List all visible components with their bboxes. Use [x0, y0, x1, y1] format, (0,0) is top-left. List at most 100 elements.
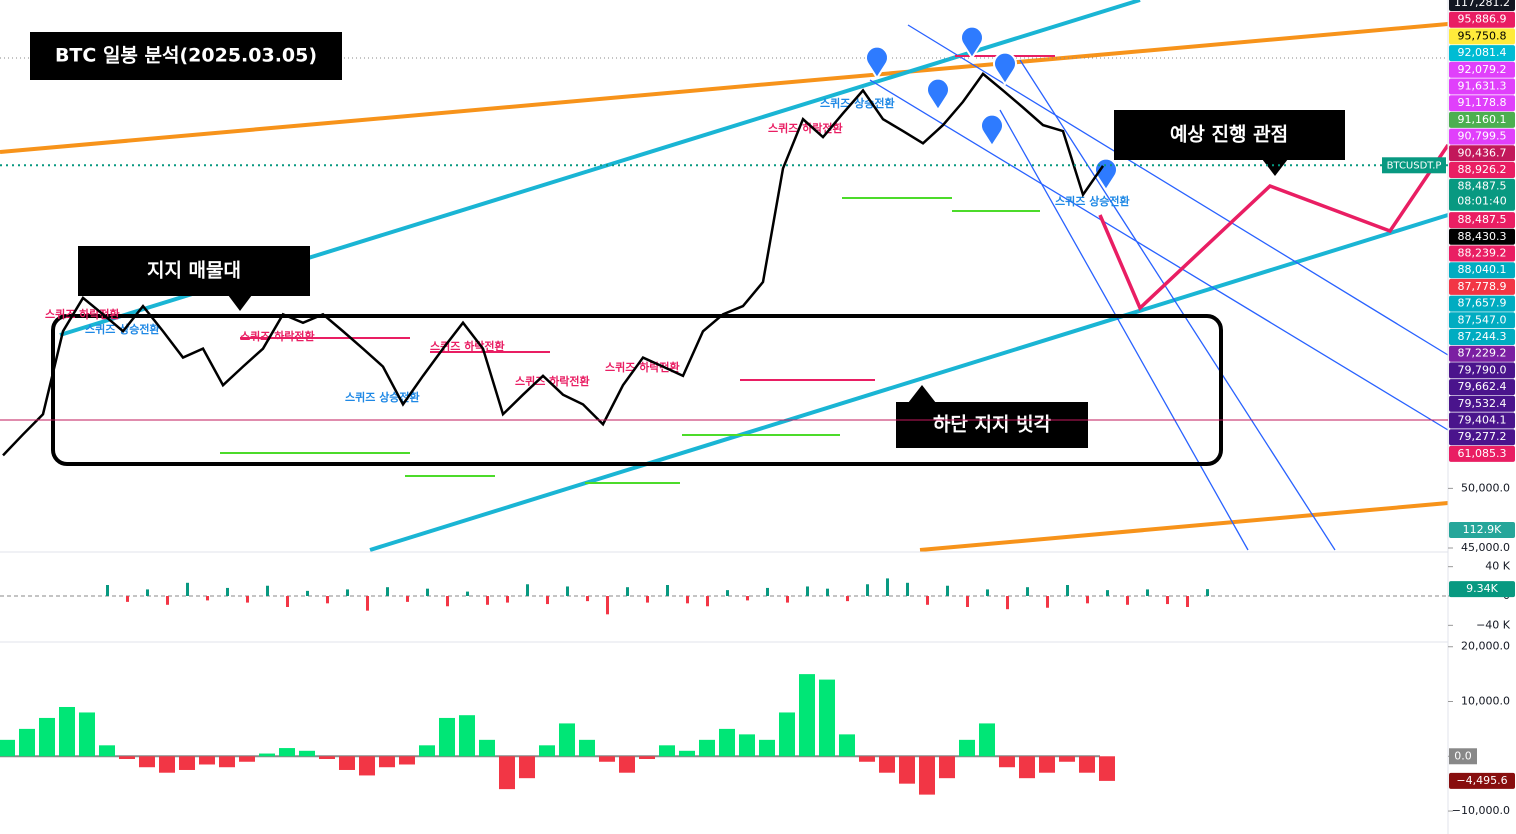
bar: [846, 596, 849, 602]
bar: [879, 756, 895, 773]
price-tag: [1449, 345, 1515, 362]
annotation: 지지 매물대: [147, 260, 241, 282]
price-tag: [1449, 262, 1515, 279]
bar: [19, 728, 35, 757]
bar: [866, 584, 869, 596]
bar: [106, 585, 109, 596]
bar: [386, 587, 389, 596]
bar: [1019, 756, 1035, 779]
title-box: [30, 32, 342, 80]
bar: [859, 756, 875, 762]
bar: [779, 712, 795, 757]
price-tag: [1449, 228, 1515, 245]
price-tag: [1449, 581, 1515, 598]
price-tag-label: 88,487.5: [1458, 180, 1507, 193]
bar: [619, 756, 635, 773]
bar: [159, 756, 175, 773]
bar: [139, 756, 155, 768]
bar: [279, 748, 295, 757]
bar: [439, 717, 455, 757]
bar: [719, 728, 735, 757]
price-tag: [1449, 178, 1515, 211]
price-tag-label: 91,631.3: [1458, 80, 1507, 93]
bar: [399, 756, 415, 765]
bar: [566, 586, 569, 596]
bar: [306, 590, 309, 596]
price-tag-label: 79,532.4: [1458, 397, 1507, 410]
bar: [646, 596, 649, 603]
bar: [546, 596, 549, 605]
bar: [839, 734, 855, 757]
price-tag: [1449, 395, 1515, 412]
bar: [126, 596, 129, 602]
bar: [739, 734, 755, 757]
drawings: [0, 0, 1516, 643]
price-tag: [1449, 45, 1515, 62]
bar: [79, 712, 95, 757]
bar: [979, 723, 995, 757]
signal: 스퀴즈 하락전환: [240, 329, 315, 343]
bar: [366, 596, 369, 611]
bar: [186, 582, 189, 596]
price-tag-label: 88,487.5: [1458, 213, 1507, 226]
bar: [639, 756, 655, 760]
bar: [886, 578, 889, 596]
bar: [726, 590, 729, 596]
bar: [1026, 587, 1029, 596]
price-tag-label: 90,799.5: [1458, 130, 1507, 143]
bar: [806, 586, 809, 596]
bar: [199, 756, 215, 765]
price-tag: [1449, 128, 1515, 145]
price-tag: [1449, 362, 1515, 379]
price-tag-label: 79,404.1: [1458, 414, 1507, 427]
y-tick-label: 0.0: [1454, 749, 1472, 762]
price-tag-label: 87,244.3: [1458, 330, 1507, 343]
price-tag: [1449, 162, 1515, 178]
bar: [119, 756, 135, 760]
price-tag-label: 92,081.4: [1458, 46, 1507, 59]
bar: [1099, 756, 1115, 781]
bar: [359, 756, 375, 776]
price-tag: [1449, 772, 1515, 789]
bar: [286, 596, 289, 607]
bar: [766, 587, 769, 596]
price-tag: [1449, 312, 1515, 329]
price-tag: [1449, 111, 1515, 128]
bar: [346, 589, 349, 596]
annotation-boxes: BTC 일봉 분석(2025.03.05) 지지 매물대 하단 지지 빗각 예상…: [30, 32, 1345, 448]
bar: [679, 750, 695, 757]
price-tag: [1449, 78, 1515, 95]
bar: [759, 739, 775, 757]
price-tag: [1449, 245, 1515, 262]
bar: [899, 756, 915, 784]
bar: [259, 753, 275, 757]
price-tag-label: 91,178.8: [1458, 96, 1507, 109]
bar: [299, 750, 315, 757]
bar: [1059, 756, 1075, 762]
price-tag-label: 87,778.9: [1458, 280, 1507, 293]
bar: [786, 596, 789, 603]
bar: [266, 585, 269, 596]
price-tag-label: 88,926.2: [1458, 163, 1507, 176]
price-tag-label: 88,430.3: [1458, 230, 1507, 243]
bar: [319, 756, 335, 760]
bar: [586, 596, 589, 602]
price-tag-label: 92,079.2: [1458, 63, 1507, 76]
price-tag-label: 117,281.2: [1454, 0, 1510, 9]
annotation: 예상 진행 관점: [1170, 124, 1288, 146]
bar: [959, 739, 975, 757]
bar: [1039, 756, 1055, 773]
price-tag: [1449, 379, 1515, 396]
bar: [466, 591, 469, 596]
bar: [1086, 596, 1089, 604]
price-tag: [1449, 295, 1515, 312]
bar: [626, 587, 629, 596]
bar: [559, 723, 575, 757]
bar: [926, 596, 929, 605]
bar: [379, 756, 395, 768]
bar: [946, 585, 949, 596]
price-tag-label: 61,085.3: [1458, 447, 1507, 460]
bar: [479, 739, 495, 757]
y-tick-label: −10,000.0: [1452, 804, 1510, 817]
bar: [686, 596, 689, 604]
